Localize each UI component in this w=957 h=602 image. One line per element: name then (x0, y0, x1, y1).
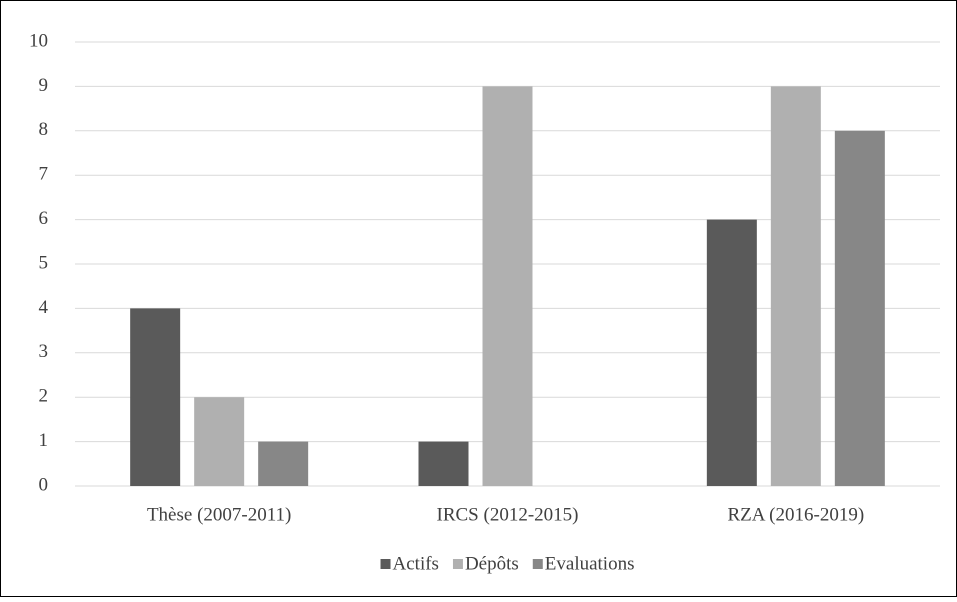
bar (770, 86, 821, 487)
bar (130, 308, 181, 486)
y-tick-label: 0 (39, 474, 49, 495)
x-tick-label: IRCS (2012-2015) (437, 504, 579, 525)
legend-swatch (532, 559, 543, 569)
bar (194, 397, 245, 486)
y-tick-label: 5 (39, 252, 49, 273)
y-tick-label: 4 (39, 297, 49, 318)
bar (706, 219, 757, 486)
bar (834, 130, 885, 487)
legend-swatch (452, 559, 463, 569)
y-tick-label: 3 (39, 341, 49, 362)
bar (482, 86, 533, 487)
x-tick-label: RZA (2016-2019) (727, 504, 864, 525)
bar (258, 441, 309, 486)
y-tick-label: 6 (39, 208, 49, 229)
y-tick-label: 1 (39, 430, 49, 451)
x-tick-label: Thèse (2007-2011) (147, 504, 291, 525)
legend-label: Dépôts (465, 553, 519, 574)
y-tick-label: 10 (29, 30, 48, 51)
y-tick-label: 9 (39, 75, 49, 96)
y-tick-label: 2 (39, 386, 49, 407)
legend-label: Evaluations (545, 553, 635, 574)
y-tick-label: 8 (39, 119, 49, 140)
bar (418, 441, 469, 486)
legend-label: Actifs (393, 553, 439, 574)
legend-swatch (380, 559, 391, 569)
y-tick-label: 7 (39, 164, 49, 185)
